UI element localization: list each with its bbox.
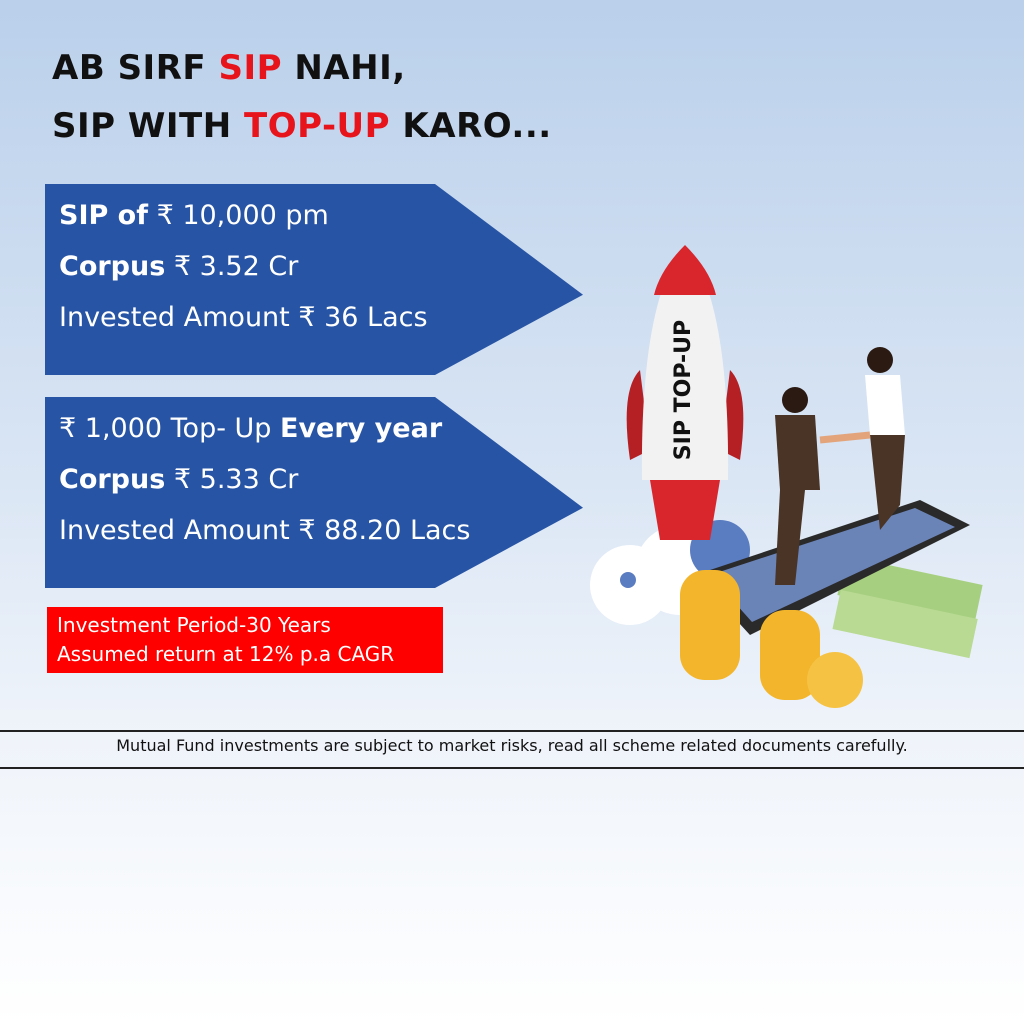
svg-text:SIP TOP-UP: SIP TOP-UP	[671, 320, 696, 460]
divider-bottom	[0, 767, 1024, 769]
topup-invested: Invested Amount ₹ 88.20 Lacs	[59, 515, 471, 546]
topup-card: ₹ 1,000 Top- Up Every year Corpus ₹ 5.33…	[45, 397, 583, 588]
topup-amount: ₹ 1,000 Top- Up Every year	[59, 413, 443, 444]
sip-invested: Invested Amount ₹ 36 Lacs	[59, 302, 428, 333]
smartphone-icon	[695, 500, 970, 635]
sip-card: SIP of ₹ 10,000 pm Corpus ₹ 3.52 Cr Inve…	[45, 184, 583, 375]
rocket-handshake-illustration: SIP TOP-UP	[590, 245, 983, 708]
sip-corpus: Corpus ₹ 3.52 Cr	[59, 251, 299, 282]
rocket-icon: SIP TOP-UP	[626, 245, 744, 540]
headline-line-2: SIP WITH TOP-UP KARO...	[52, 106, 552, 146]
disclaimer: Mutual Fund investments are subject to m…	[116, 736, 908, 755]
divider-top	[0, 730, 1024, 732]
investment-period: Investment Period-30 Years	[57, 613, 331, 637]
topup-corpus: Corpus ₹ 5.33 Cr	[59, 464, 299, 495]
assumed-return: Assumed return at 12% p.a CAGR	[57, 642, 395, 666]
headline-line-1: AB SIRF SIP NAHI,	[52, 48, 406, 88]
assumptions-box: Investment Period-30 Years Assumed retur…	[47, 607, 443, 673]
sip-amount: SIP of ₹ 10,000 pm	[59, 200, 329, 231]
coins-icon	[680, 570, 863, 708]
businessmen-handshake-icon	[775, 347, 905, 585]
